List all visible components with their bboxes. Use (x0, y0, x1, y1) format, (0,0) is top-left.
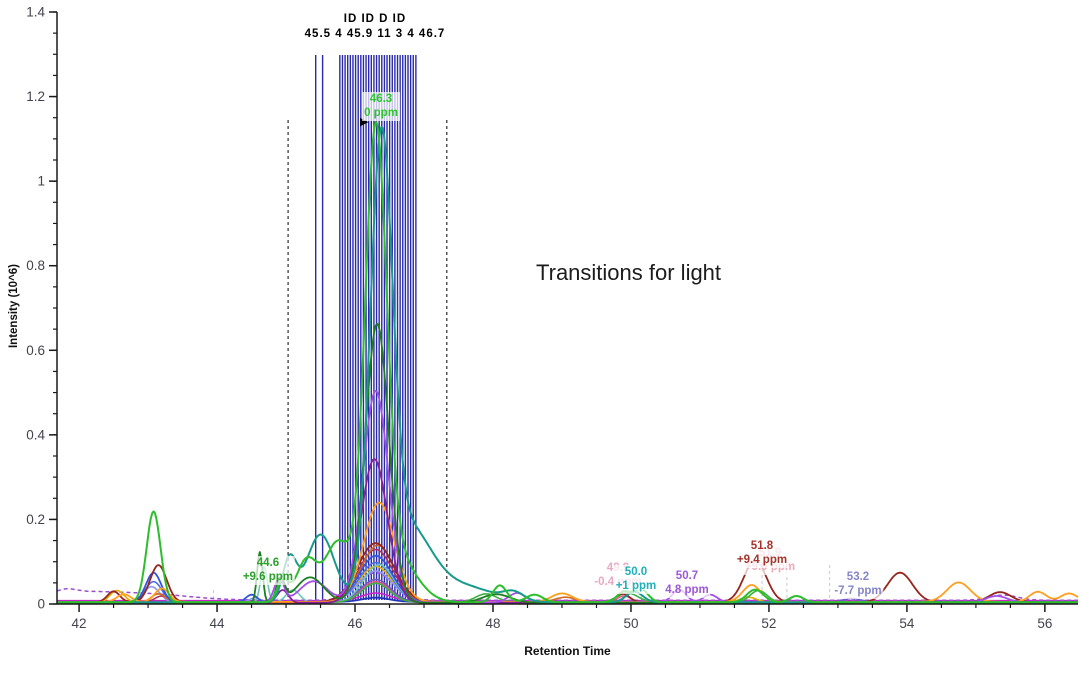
annotation-ppm: +9.6 ppm (242, 571, 293, 584)
y-tick-label: 1.4 (26, 5, 45, 20)
annotation-rt: 50.7 (675, 570, 699, 582)
trace-green-main[interactable] (57, 120, 1078, 604)
annotation-rt: 50.0 (624, 566, 648, 578)
y-tick-label: 0.6 (26, 343, 45, 358)
x-tick-label: 54 (899, 616, 915, 631)
x-tick-label: 56 (1037, 616, 1052, 631)
peak-annotation-peak-50-0[interactable]: 50.0 +1 ppm (613, 565, 659, 594)
annotation-rt: 51.8 (750, 540, 774, 552)
transitions-overlay-label: Transitions for light (536, 260, 722, 285)
y-tick-label: 1.2 (26, 89, 45, 104)
peak-annotation-peak-53-2[interactable]: 53.2 -7.7 ppm (832, 570, 884, 599)
x-tick-label: 46 (348, 616, 363, 631)
annotation-ppm: -7.7 ppm (834, 585, 882, 598)
y-axis-title: Intensity (10^6) (8, 263, 20, 349)
y-tick-label: 0.2 (26, 512, 45, 527)
annotation-ppm: +1 ppm (615, 580, 657, 593)
annotation-ppm: 4.8 ppm (665, 584, 709, 597)
apex-arrow-icon: ▶ (360, 116, 369, 128)
y-tick-label: 0 (37, 597, 45, 612)
trace-purple-dashed[interactable] (56, 571, 1078, 601)
peak-annotation-apex[interactable]: 46.3 0 ppm (362, 92, 400, 121)
y-tick-label: 0.4 (26, 427, 45, 442)
ms-id-line2: 45.5 4 45.9 11 3 4 46.7 (304, 27, 446, 40)
x-tick-label: 42 (72, 616, 87, 631)
peak-annotation-peak-51-8[interactable]: 51.8 +9.4 ppm (734, 539, 790, 568)
peak-annotation-peak-44-6[interactable]: 44.6 +9.6 ppm (240, 556, 295, 585)
x-axis-title: Retention Time (524, 644, 611, 658)
annotation-rt: 44.6 (256, 557, 280, 569)
x-tick-label: 50 (623, 616, 638, 631)
ms-id-annotation-text: ID ID D ID 45.5 4 45.9 11 3 4 46.7 (300, 12, 450, 42)
x-tick-label: 44 (210, 616, 226, 631)
annotation-rt: 53.2 (846, 571, 870, 583)
annotation-ppm: +9.4 ppm (736, 554, 788, 567)
x-tick-label: 48 (485, 616, 500, 631)
y-tick-label: 0.8 (26, 258, 45, 273)
annotation-rt: 46.3 (369, 93, 393, 105)
peak-annotation-peak-50-7[interactable]: 50.7 4.8 ppm (663, 569, 711, 598)
y-tick-label: 1 (37, 174, 45, 189)
annotation-ppm: 0 ppm (364, 107, 398, 120)
ms-id-line1: ID ID D ID (343, 13, 407, 25)
x-tick-label: 52 (761, 616, 776, 631)
